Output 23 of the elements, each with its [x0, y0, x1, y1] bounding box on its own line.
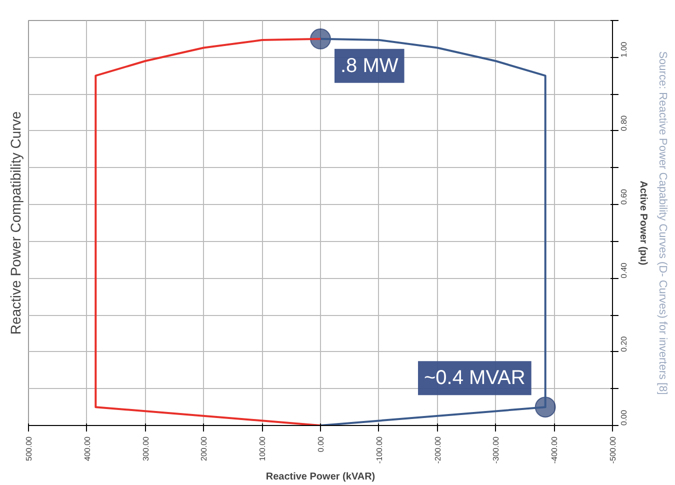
- y-tick-label: 0.20: [620, 336, 628, 352]
- x-tick-label: -200.00: [433, 436, 442, 464]
- x-tick-label: 100.00: [258, 436, 268, 461]
- y-tick-label: 0.00: [620, 409, 628, 426]
- x-tick-label: 0.00: [316, 436, 326, 452]
- x-tick-label: -300.00: [492, 436, 501, 464]
- y-tick-label: 0.40: [620, 262, 628, 278]
- source-note: Source: Reactive Power Capability Curves (D- Curves) for inverters [8]: [656, 51, 668, 395]
- y-tick-label: 0.60: [620, 188, 628, 205]
- annotation: .8 MW: [340, 54, 398, 77]
- x-tick-label: -500.00: [608, 436, 618, 464]
- text: Reactive Power Compatibility Curve: [8, 111, 24, 335]
- x-tick-label: 300.00: [141, 436, 150, 461]
- x-tick-label: -400.00: [550, 436, 560, 464]
- y-axis-title: Active Power (pu): [638, 180, 648, 266]
- x-axis-title: Reactive Power (kVAR): [266, 472, 376, 483]
- y-tick-label: 0.80: [620, 114, 628, 131]
- annotation: ~0.4 MVAR: [424, 367, 526, 390]
- x-tick-label: 400.00: [82, 436, 92, 461]
- x-tick-label: 200.00: [200, 436, 209, 461]
- y-tick-label: 1.00: [620, 41, 628, 58]
- x-tick-label: -100.00: [374, 436, 384, 464]
- x-tick-label: 500.00: [24, 436, 34, 461]
